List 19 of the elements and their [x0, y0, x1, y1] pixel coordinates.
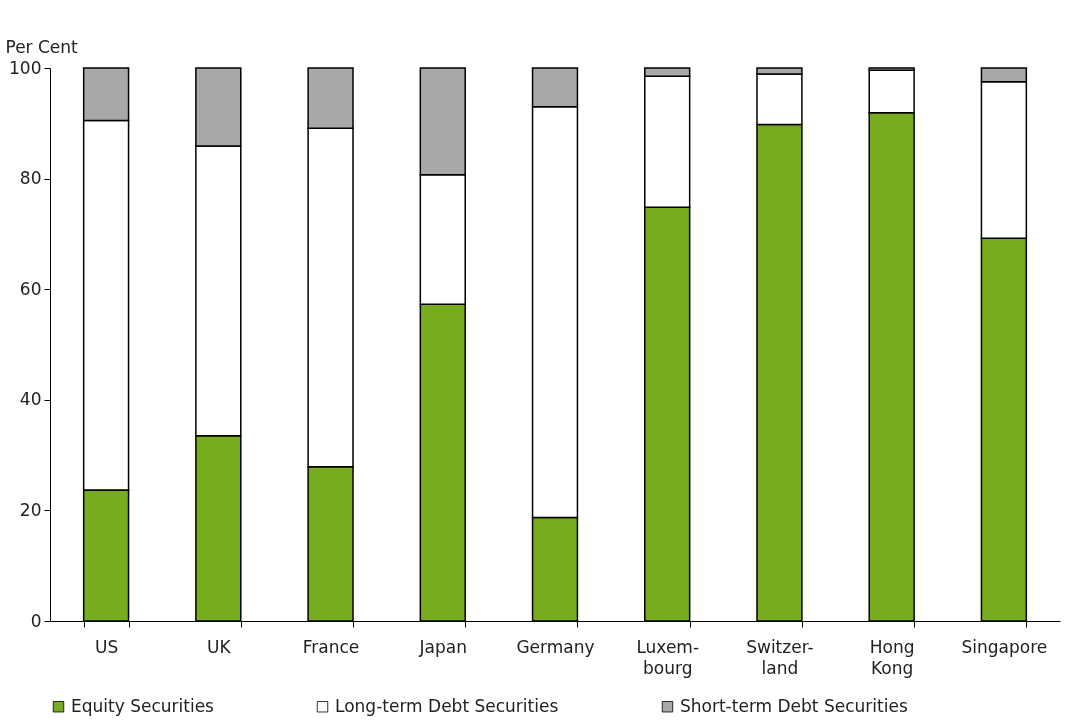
x-tick-label: UK [207, 636, 232, 657]
x-tick-label: Japan [418, 636, 467, 657]
y-tick-label: 0 [30, 610, 42, 631]
x-tick-label: Germany [516, 636, 595, 657]
y-tick-label: 60 [19, 278, 42, 299]
legend-label: Long-term Debt Securities [335, 695, 559, 716]
x-tick-label: Hong Kong [869, 636, 915, 678]
y-tick-label: 20 [19, 499, 42, 520]
y-tick-label: 80 [19, 168, 42, 189]
x-tick-label: US [94, 636, 119, 657]
x-tick-label: Luxem-bourg [636, 636, 700, 678]
x-tick-label: Singapore [961, 636, 1048, 657]
legend-label: Equity Securities [71, 695, 215, 716]
y-axis-title: Per Cent [5, 36, 79, 57]
y-tick-label: 40 [19, 389, 42, 410]
x-tick-label: France [302, 636, 360, 657]
x-tick-label: Switzer-land [746, 636, 814, 678]
legend-label: Short-term Debt Securities [680, 695, 908, 716]
y-tick-label: 100 [9, 57, 42, 78]
